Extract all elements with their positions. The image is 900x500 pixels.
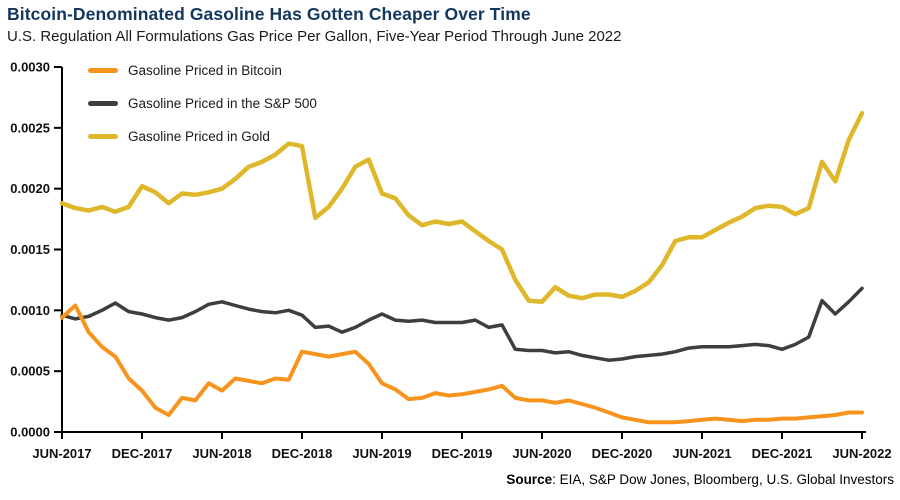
legend-label: Gasoline Priced in Gold	[128, 129, 270, 144]
source-text: : EIA, S&P Dow Jones, Bloomberg, U.S. Gl…	[552, 472, 894, 487]
legend-swatch-gold	[88, 134, 118, 139]
y-axis-ticks: 0.0000 0.0005 0.0010 0.0015 0.0020 0.0025 0.00…	[10, 60, 62, 440]
x-tick-label: DEC-2021	[752, 446, 813, 461]
series-line-gold	[59, 110, 865, 305]
chart-legend: Gasoline Priced in Bitcoin Gasoline Price…	[88, 60, 317, 147]
y-tick-label: 0.0005	[10, 364, 50, 379]
series-line-sp500	[60, 286, 864, 362]
y-tick-label: 0.0010	[10, 303, 50, 318]
x-tick-label: JUN-2022	[832, 446, 891, 461]
legend-label: Gasoline Priced in Bitcoin	[128, 63, 282, 78]
legend-item: Gasoline Priced in the S&P 500	[88, 93, 317, 114]
y-tick-label: 0.0030	[10, 60, 50, 75]
legend-label: Gasoline Priced in the S&P 500	[128, 96, 317, 111]
legend-item: Gasoline Priced in Gold	[88, 126, 317, 147]
x-tick-label: DEC-2018	[272, 446, 333, 461]
x-tick-label: DEC-2017	[112, 446, 173, 461]
legend-swatch-bitcoin	[88, 68, 118, 73]
x-axis-ticks: JUN-2017 DEC-2017 JUN-2018 DEC-2018 JUN-2019…	[32, 432, 892, 461]
x-tick-label: DEC-2020	[592, 446, 653, 461]
x-tick-label: JUN-2021	[672, 446, 731, 461]
x-tick-label: JUN-2019	[352, 446, 411, 461]
page-subtitle: U.S. Regulation All Formulations Gas Pri…	[7, 28, 622, 45]
x-tick-label: JUN-2017	[32, 446, 91, 461]
source-line: Source: EIA, S&P Dow Jones, Bloomberg, U…	[506, 472, 894, 487]
y-tick-label: 0.0020	[10, 181, 50, 196]
y-tick-label: 0.0000	[10, 425, 50, 440]
legend-swatch-sp500	[88, 101, 118, 106]
x-tick-label: JUN-2020	[512, 446, 571, 461]
page-title: Bitcoin-Denominated Gasoline Has Gotten …	[7, 4, 531, 24]
y-tick-label: 0.0015	[10, 242, 50, 257]
y-tick-label: 0.0025	[10, 120, 50, 135]
x-tick-label: DEC-2019	[432, 446, 493, 461]
x-tick-label: JUN-2018	[192, 446, 251, 461]
series-line-bitcoin	[60, 303, 864, 425]
legend-item: Gasoline Priced in Bitcoin	[88, 60, 317, 81]
source-prefix: Source	[506, 472, 553, 487]
